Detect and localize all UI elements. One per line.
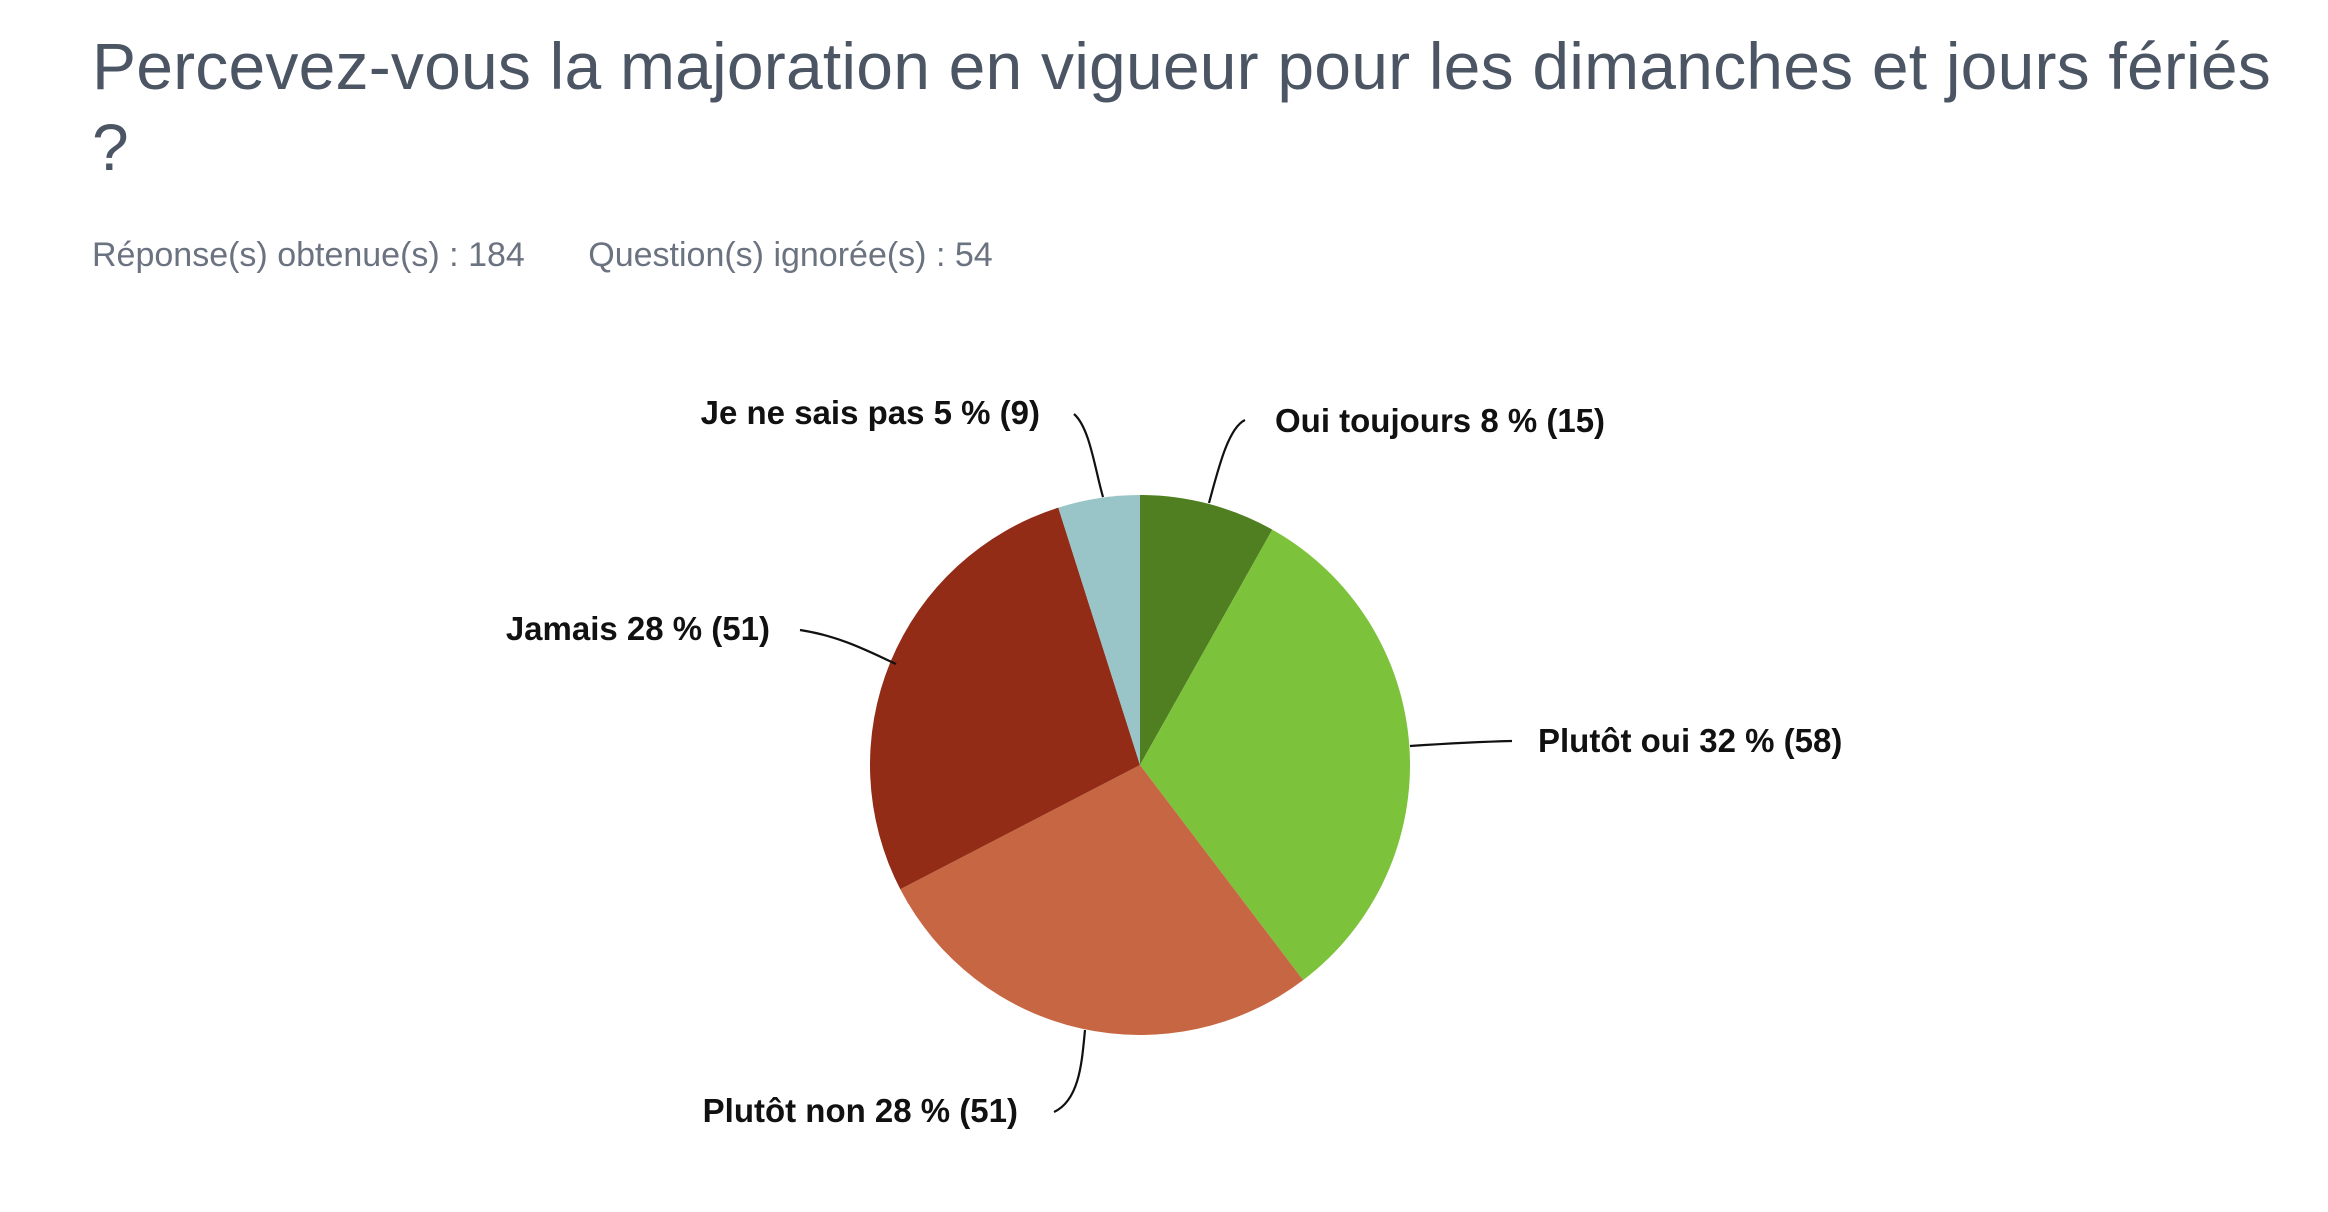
pie-slice	[1058, 495, 1140, 765]
skipped-count: Question(s) ignorée(s) : 54	[588, 236, 993, 274]
pie-slice	[900, 765, 1304, 1036]
leader-line	[1207, 419, 1246, 504]
page-title: Percevez-vous la majoration en vigueur p…	[92, 29, 2272, 184]
pie-slice	[1140, 495, 1273, 765]
pie-slices	[869, 495, 1411, 1036]
leader-line	[799, 628, 897, 665]
slice-label: Oui toujours 8 % (15)	[1275, 402, 1605, 439]
leader-line	[1409, 739, 1513, 748]
response-stats: Réponse(s) obtenue(s) : 184 Question(s) …	[92, 236, 993, 275]
slice-label: Je ne sais pas 5 % (9)	[701, 394, 1040, 431]
pie-leader-lines	[799, 413, 1513, 1113]
pie-slice	[869, 507, 1140, 890]
slice-label: Jamais 28 % (51)	[506, 610, 770, 647]
slice-label: Plutôt oui 32 % (58)	[1538, 722, 1842, 759]
answered-count: Réponse(s) obtenue(s) : 184	[92, 236, 525, 274]
pie-slice	[1140, 529, 1411, 981]
slice-label: Plutôt non 28 % (51)	[703, 1092, 1018, 1129]
leader-line	[1073, 413, 1105, 498]
pie-labels: Oui toujours 8 % (15) Plutôt oui 32 % (58…	[506, 394, 1843, 1129]
leader-line	[1053, 1029, 1087, 1113]
